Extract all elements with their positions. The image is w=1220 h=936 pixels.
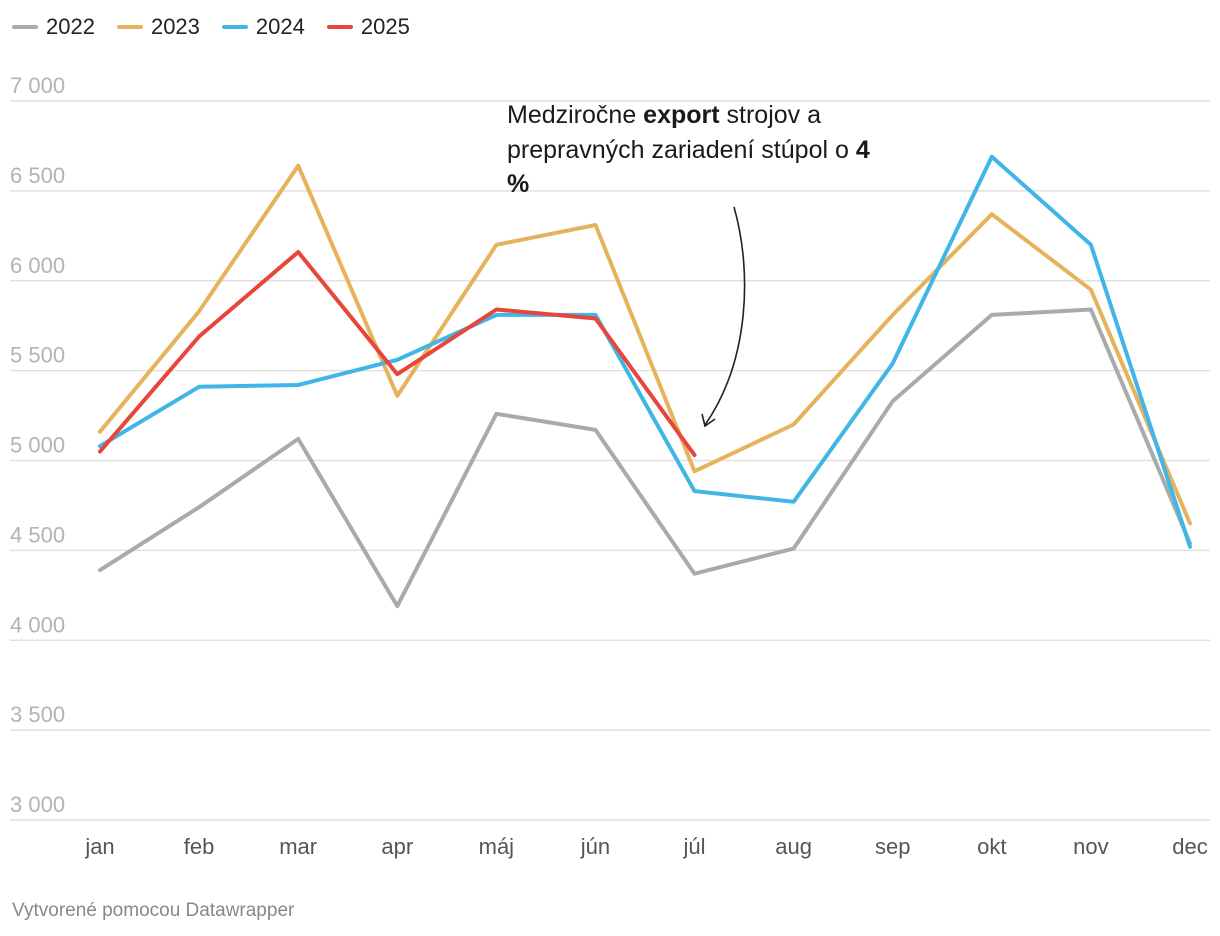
x-tick-label: aug bbox=[775, 834, 812, 859]
legend-label: 2025 bbox=[360, 14, 410, 39]
annotation-line-3: % bbox=[507, 170, 529, 198]
x-tick-label: máj bbox=[479, 834, 514, 859]
legend-swatch bbox=[12, 25, 38, 29]
x-tick-label: feb bbox=[184, 834, 215, 859]
annotation-line-1: Medziročne export strojov a bbox=[507, 101, 821, 129]
legend-swatch bbox=[221, 25, 248, 29]
legend-label: 2022 bbox=[46, 14, 95, 39]
legend-item-2025: 2025 bbox=[326, 14, 410, 40]
y-tick-label: 5 000 bbox=[10, 433, 65, 458]
legend-item-2023: 2023 bbox=[116, 14, 200, 40]
legend-swatch bbox=[326, 25, 353, 29]
y-tick-label: 4 000 bbox=[10, 612, 65, 637]
y-tick-label: 4 500 bbox=[10, 522, 65, 547]
legend-label: 2024 bbox=[255, 14, 305, 39]
x-tick-label: jún bbox=[580, 834, 610, 859]
y-tick-label: 5 500 bbox=[10, 343, 65, 368]
legend-item-2022: 2022 bbox=[12, 14, 95, 40]
legend: 2022 2023 2024 2025 bbox=[12, 14, 410, 40]
y-tick-label: 6 000 bbox=[10, 253, 65, 278]
x-tick-label: júl bbox=[683, 834, 706, 859]
annotation-line-2: prepravných zariadení stúpol o 4 bbox=[507, 136, 870, 164]
y-tick-label: 3 000 bbox=[10, 792, 65, 817]
series-line-2024 bbox=[98, 154, 1192, 549]
x-tick-label: mar bbox=[279, 834, 317, 859]
series-line-2023 bbox=[98, 163, 1192, 526]
annotation: Medziročne export strojov a prepravných … bbox=[507, 101, 870, 428]
x-tick-label: nov bbox=[1073, 834, 1108, 859]
line-chart: 3 000 3 500 4 000 4 500 5 000 5 500 6 000 6 500… bbox=[10, 73, 1210, 859]
y-tick-label: 7 000 bbox=[10, 73, 65, 98]
footer-credit: Vytvorené pomocou Datawrapper bbox=[12, 900, 295, 921]
x-tick-label: okt bbox=[977, 834, 1006, 859]
x-tick-label: dec bbox=[1172, 834, 1207, 859]
y-tick-label: 3 500 bbox=[10, 702, 65, 727]
legend-label: 2023 bbox=[150, 14, 200, 39]
annotation-arrowhead bbox=[701, 413, 716, 428]
legend-swatch bbox=[116, 25, 143, 29]
y-tick-label: 6 500 bbox=[10, 163, 65, 188]
annotation-arrow bbox=[704, 206, 746, 426]
legend-item-2024: 2024 bbox=[221, 14, 305, 40]
series-line-2025 bbox=[98, 250, 697, 458]
series-line-2022 bbox=[98, 307, 1192, 609]
x-tick-label: jan bbox=[84, 834, 114, 859]
x-tick-label: sep bbox=[875, 834, 910, 859]
x-tick-label: apr bbox=[381, 834, 413, 859]
